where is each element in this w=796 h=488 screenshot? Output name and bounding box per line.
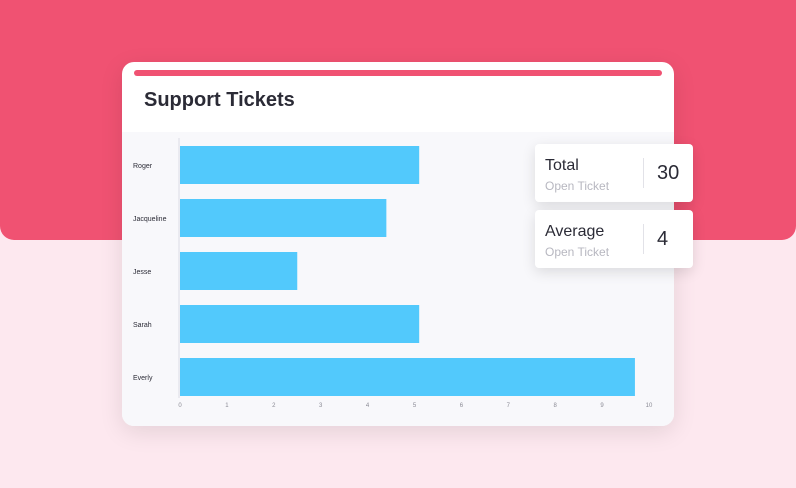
- average-open-ticket-card: Average Open Ticket 4: [535, 210, 693, 268]
- x-tick-label: 9: [600, 403, 604, 409]
- average-label: Average: [545, 223, 605, 240]
- bar-jacqueline: [180, 199, 387, 237]
- x-tick-label: 5: [413, 403, 417, 409]
- stat-divider: [643, 224, 644, 254]
- card-accent-bar: [134, 70, 662, 76]
- x-tick-label: 1: [225, 403, 229, 409]
- x-tick-label: 0: [178, 403, 182, 409]
- total-open-ticket-card: Total Open Ticket 30: [535, 144, 693, 202]
- total-sublabel: Open Ticket: [545, 179, 610, 193]
- bar-chart: Roger Jacqueline Jesse Sarah Everly 0 1 2 3 4 5 6 7 8…: [133, 138, 653, 409]
- stat-divider: [643, 158, 644, 188]
- average-value: 4: [657, 228, 669, 250]
- x-tick-label: 10: [646, 403, 653, 409]
- category-label: Sarah: [133, 322, 152, 329]
- x-tick-label: 2: [272, 403, 276, 409]
- x-tick-label: 8: [554, 403, 558, 409]
- category-label: Jacqueline: [133, 216, 167, 223]
- bar-everly: [180, 358, 635, 396]
- bar-jesse: [180, 252, 298, 290]
- bar-roger: [180, 146, 420, 184]
- average-sublabel: Open Ticket: [545, 245, 610, 259]
- total-value: 30: [657, 162, 680, 184]
- category-label: Everly: [133, 375, 153, 382]
- card-title: Support Tickets: [144, 89, 295, 111]
- x-tick-label: 4: [366, 403, 370, 409]
- bar-sarah: [180, 305, 420, 343]
- category-label: Roger: [133, 163, 153, 170]
- total-label: Total: [545, 157, 579, 174]
- x-tick-label: 3: [319, 403, 323, 409]
- x-tick-label: 7: [507, 403, 511, 409]
- category-label: Jesse: [133, 269, 151, 276]
- x-tick-label: 6: [460, 403, 464, 409]
